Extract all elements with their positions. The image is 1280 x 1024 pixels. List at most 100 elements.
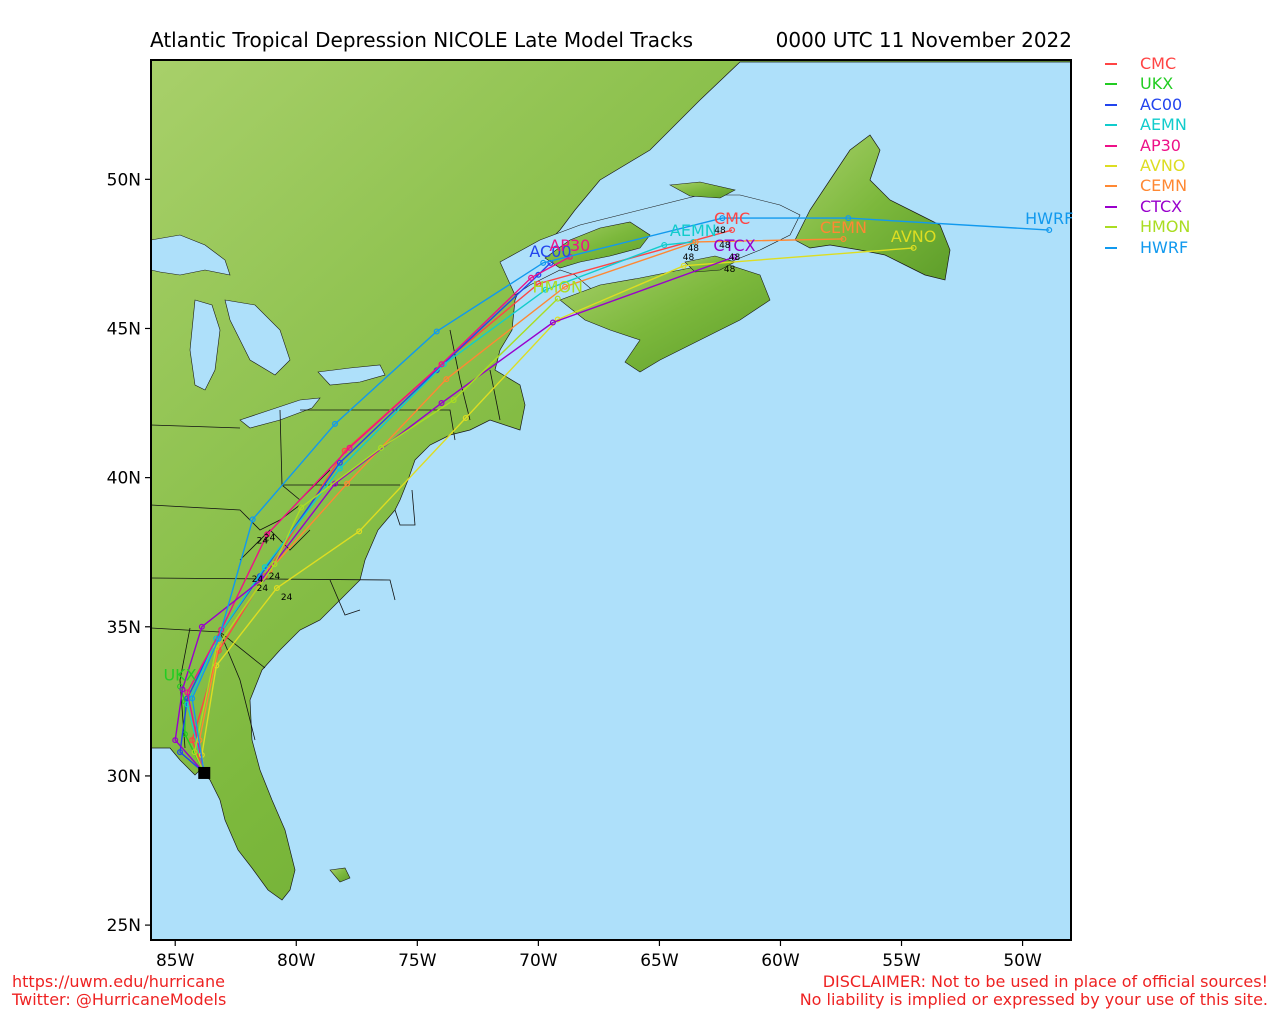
track-point: [729, 227, 736, 234]
y-tick-label: 25N: [107, 916, 141, 936]
legend-swatch: [1105, 226, 1117, 229]
track-point: [554, 295, 561, 302]
track-end-label: AC00: [529, 242, 571, 261]
track-point: [179, 686, 186, 693]
track-end-label: AP30: [549, 236, 590, 255]
legend-label: HMON: [1140, 217, 1191, 237]
lake-michigan: [189, 299, 221, 391]
legend-label: CTCX: [1140, 196, 1183, 216]
forecast-hour-label: 24: [269, 572, 281, 582]
legend-swatch: [1105, 246, 1117, 249]
track-end-label: CTCX: [713, 236, 755, 255]
x-tick-label: 50W: [1003, 951, 1042, 971]
chart-title: Atlantic Tropical Depression NICOLE Late…: [150, 28, 694, 52]
track-point: [344, 480, 351, 487]
model-legend: CMC UKX AC00 AEMN AP30 AVNO CEMN CTCX HMON HWRF: [1100, 54, 1280, 258]
track-point: [450, 397, 457, 404]
track-point: [910, 244, 917, 251]
track-point: [661, 241, 668, 248]
track-point: [840, 235, 847, 242]
track-point: [692, 238, 699, 245]
track-point: [191, 749, 198, 756]
footer-twitter[interactable]: Twitter: @HurricaneModels: [12, 990, 227, 1009]
track-point: [172, 737, 179, 744]
track-end-label: CMC: [714, 209, 750, 228]
legend-label: AEMN: [1140, 115, 1187, 135]
track-point: [336, 459, 343, 466]
legend-item-ap30: AP30: [1100, 136, 1280, 156]
track-point: [273, 584, 280, 591]
legend-label: AVNO: [1140, 155, 1186, 175]
y-tick-label: 35N: [107, 618, 141, 638]
track-point: [332, 420, 339, 427]
footer-disclaimer: DISCLAIMER: Not to be used in place of o…: [800, 973, 1268, 1009]
legend-label: AP30: [1140, 135, 1181, 155]
track-point: [719, 215, 726, 222]
track-point: [561, 283, 568, 290]
forecast-hour-label: 48: [714, 226, 726, 236]
track-end-label: HMON: [533, 278, 583, 297]
track-point: [189, 695, 196, 702]
legend-swatch: [1105, 124, 1117, 127]
track-hwrf: [191, 217, 1050, 774]
footer-url[interactable]: https://uwm.edu/hurricane: [12, 972, 225, 991]
track-point: [433, 328, 440, 335]
track-ac00: [179, 262, 551, 774]
forecast-hour-label: 24: [264, 533, 276, 543]
track-point: [438, 361, 445, 368]
legend-label: CMC: [1140, 54, 1177, 73]
lake-ontario: [317, 364, 386, 386]
track-point: [189, 737, 196, 744]
legend-swatch: [1105, 185, 1117, 188]
gulf-st-lawrence: [499, 194, 801, 296]
legend-label: CEMN: [1140, 176, 1188, 196]
legend-item-hmon: HMON: [1100, 217, 1280, 237]
y-tick-label: 40N: [107, 469, 141, 489]
legend-swatch: [1105, 205, 1117, 208]
track-point: [542, 286, 549, 293]
chart-timestamp: 0000 UTC 11 November 2022: [775, 28, 1072, 52]
forecast-hour-label: 24: [281, 593, 293, 603]
track-end-label: AEMN: [670, 221, 717, 240]
land-anticosti: [669, 181, 736, 199]
track-point: [264, 531, 271, 538]
legend-item-hwrf: HWRF: [1100, 238, 1280, 258]
track-point: [680, 262, 687, 269]
x-tick-label: 55W: [882, 951, 921, 971]
disclaimer-line-2: No liability is implied or expressed by …: [799, 990, 1268, 1009]
land-newfoundland: [794, 134, 951, 281]
legend-swatch: [1105, 63, 1117, 65]
land-nova-scotia: [559, 261, 771, 373]
track-point: [535, 280, 542, 287]
track-point: [356, 528, 363, 535]
track-ap30: [186, 256, 571, 774]
legend-item-avno: AVNO: [1100, 156, 1280, 176]
track-point: [438, 400, 445, 407]
legend-swatch: [1105, 144, 1117, 147]
track-point: [845, 215, 852, 222]
y-tick-label: 50N: [107, 170, 141, 190]
track-point: [378, 444, 385, 451]
track-point: [346, 444, 353, 451]
lake-superior: [151, 234, 231, 276]
track-end-label: UKX: [163, 665, 196, 684]
lake-huron: [224, 299, 291, 376]
legend-swatch: [1105, 83, 1117, 86]
forecast-hour-label: 24: [257, 536, 269, 546]
storm-initial-position: [198, 766, 211, 779]
disclaimer-line-1: DISCLAIMER: Not to be used in place of o…: [822, 972, 1268, 991]
track-aemn: [186, 241, 694, 774]
track-point: [1046, 227, 1053, 234]
track-point: [266, 567, 273, 574]
track-point: [528, 274, 535, 281]
track-point: [298, 504, 305, 511]
legend-item-ctcx: CTCX: [1100, 197, 1280, 217]
legend-label: HWRF: [1140, 237, 1189, 257]
forecast-hour-label: 24: [257, 584, 269, 594]
legend-item-cemn: CEMN: [1100, 176, 1280, 196]
track-avno: [201, 247, 914, 774]
track-ctcx: [174, 256, 735, 774]
x-tick-label: 75W: [398, 951, 437, 971]
y-tick-label: 45N: [107, 319, 141, 339]
